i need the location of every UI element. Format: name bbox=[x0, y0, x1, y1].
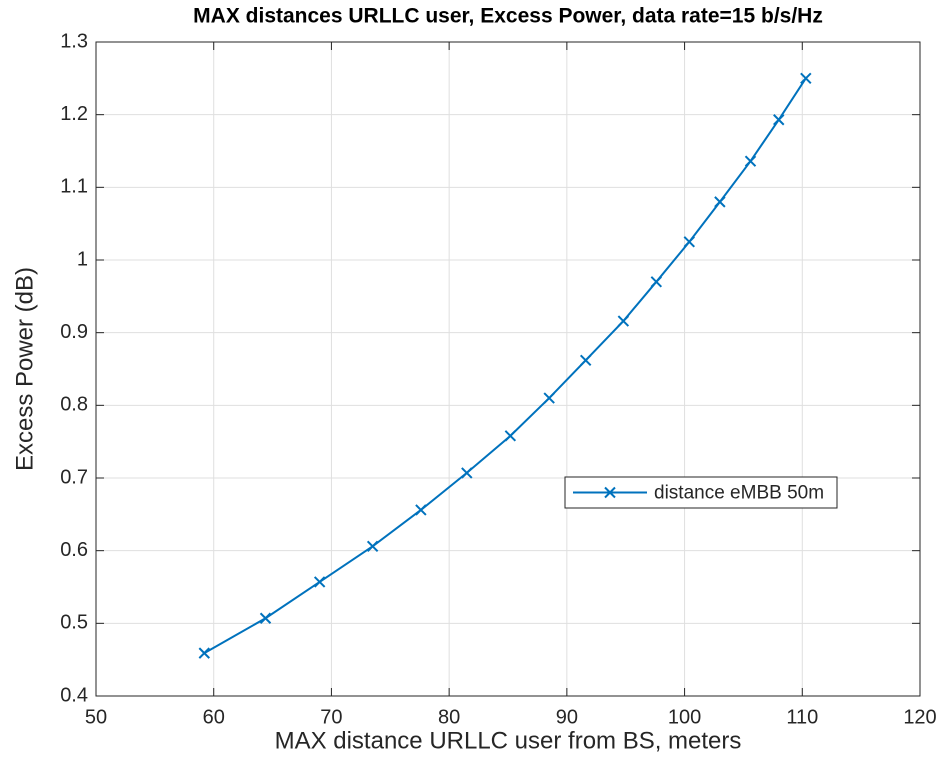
marker bbox=[504, 430, 517, 442]
x-tick-label: 50 bbox=[85, 706, 107, 728]
marker bbox=[579, 354, 592, 366]
marker bbox=[773, 114, 785, 126]
marker bbox=[650, 276, 663, 288]
marker bbox=[461, 467, 473, 479]
y-tick-label: 0.4 bbox=[60, 684, 88, 706]
x-tick-label: 60 bbox=[203, 706, 225, 728]
x-tick-label: 90 bbox=[556, 706, 578, 728]
marker bbox=[198, 647, 211, 659]
marker bbox=[415, 504, 427, 516]
legend-marker bbox=[604, 486, 616, 499]
y-tick-label: 1.3 bbox=[60, 30, 88, 52]
chart-title: MAX distances URLLC user, Excess Power, … bbox=[193, 5, 823, 28]
marker bbox=[617, 315, 630, 327]
x-tick-label: 80 bbox=[438, 706, 460, 728]
y-tick-label: 0.5 bbox=[60, 612, 88, 634]
x-tick-label: 120 bbox=[903, 706, 936, 728]
marker bbox=[683, 236, 695, 248]
x-axis-label: MAX distance URLLC user from BS, meters bbox=[275, 727, 742, 754]
marker bbox=[714, 196, 726, 208]
y-tick-label: 0.8 bbox=[60, 394, 88, 416]
y-tick-label: 0.6 bbox=[60, 539, 88, 561]
plot-frame bbox=[95, 41, 921, 697]
marker bbox=[744, 155, 757, 167]
y-tick-label: 0.9 bbox=[60, 321, 88, 343]
y-tick-label: 1.2 bbox=[60, 103, 88, 125]
marker bbox=[543, 392, 555, 404]
marker bbox=[800, 72, 812, 85]
legend-label: distance eMBB 50m bbox=[654, 483, 824, 504]
y-tick-label: 1 bbox=[77, 248, 88, 270]
y-tick-label: 1.1 bbox=[60, 176, 88, 198]
y-tick-label: 0.7 bbox=[60, 466, 88, 488]
marker bbox=[313, 576, 326, 588]
x-tick-label: 110 bbox=[786, 706, 818, 728]
marker bbox=[366, 540, 379, 553]
x-tick-label: 100 bbox=[668, 706, 701, 728]
x-tick-label: 70 bbox=[320, 706, 342, 728]
marker bbox=[259, 612, 272, 624]
data-line bbox=[203, 77, 807, 654]
y-axis-label: Excess Power (dB) bbox=[11, 267, 38, 471]
